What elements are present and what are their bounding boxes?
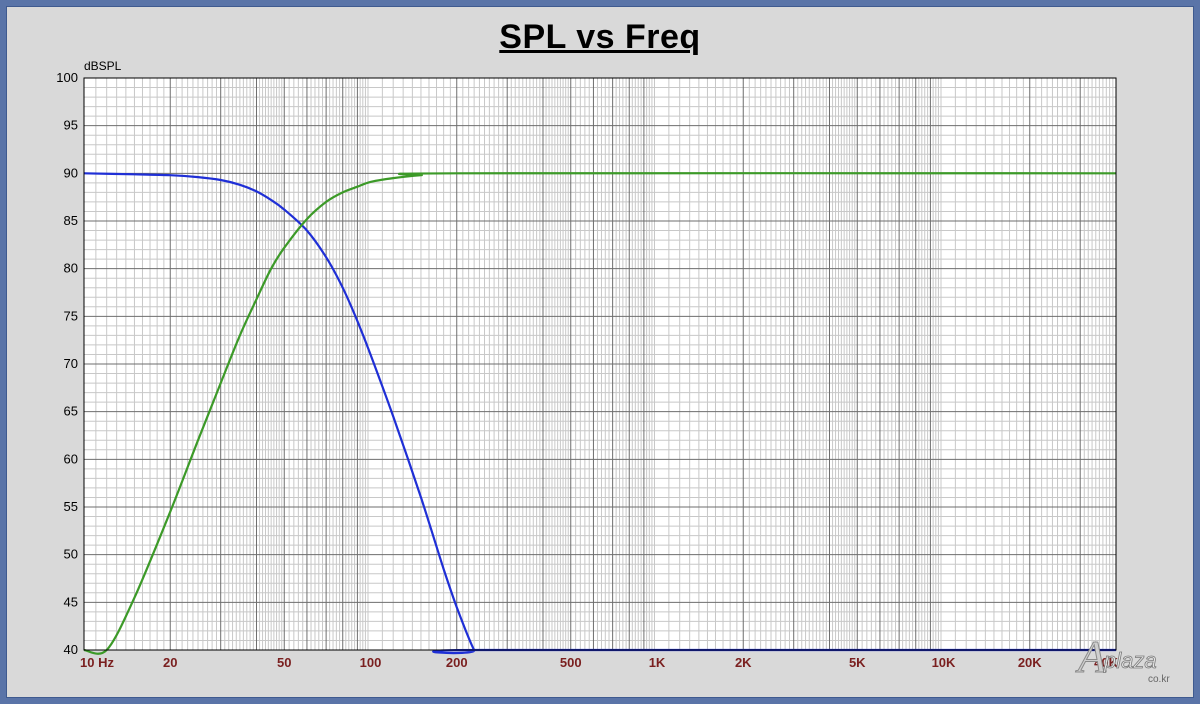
y-tick-label: 40: [64, 642, 78, 657]
y-tick-label: 90: [64, 165, 78, 180]
x-tick-label: 20: [163, 655, 177, 670]
y-tick-label: 95: [64, 118, 78, 133]
y-axis-label: dBSPL: [84, 59, 122, 73]
x-tick-label: 10 Hz: [80, 655, 114, 670]
x-tick-label: 500: [560, 655, 582, 670]
y-tick-label: 85: [64, 213, 78, 228]
plot-border: [83, 77, 1117, 651]
y-tick-label: 50: [64, 547, 78, 562]
y-tick-label: 70: [64, 356, 78, 371]
series-group: [83, 172, 1117, 655]
series-line-2: [83, 172, 1117, 655]
x-tick-label: 2K: [735, 655, 752, 670]
y-tick-label: 100: [56, 70, 78, 85]
x-tick-label: 10K: [932, 655, 956, 670]
y-tick-label: 45: [64, 594, 78, 609]
y-tick-label: 55: [64, 499, 78, 514]
x-tick-label: 1K: [649, 655, 666, 670]
series-line-1: [83, 172, 1116, 655]
y-tick-label: 65: [64, 404, 78, 419]
watermark-text: plaza: [1103, 648, 1157, 673]
x-tick-label: 20K: [1018, 655, 1042, 670]
chart-title: SPL vs Freq: [499, 18, 701, 56]
x-tick-label: 40K: [1094, 655, 1118, 670]
x-tick-label: 100: [360, 655, 382, 670]
y-tick-label: 60: [64, 451, 78, 466]
watermark-mark: A: [1075, 631, 1107, 682]
y-tick-label: 80: [64, 261, 78, 276]
x-tick-label: 5K: [849, 655, 866, 670]
x-tick-label: 200: [446, 655, 468, 670]
y-tick-label: 75: [64, 308, 78, 323]
watermark-sub: co.kr: [1148, 674, 1170, 685]
y-axis-ticks: 40 45 50 55 60 65 70 75 80 85 90 95 100: [56, 70, 78, 657]
watermark-logo: A plaza co.kr: [1075, 631, 1171, 686]
x-axis-ticks: 10 Hz 20 50 100 200 500 1K 2K 5K 10K 20K 40K: [80, 655, 1119, 670]
x-tick-label: 50: [277, 655, 291, 670]
